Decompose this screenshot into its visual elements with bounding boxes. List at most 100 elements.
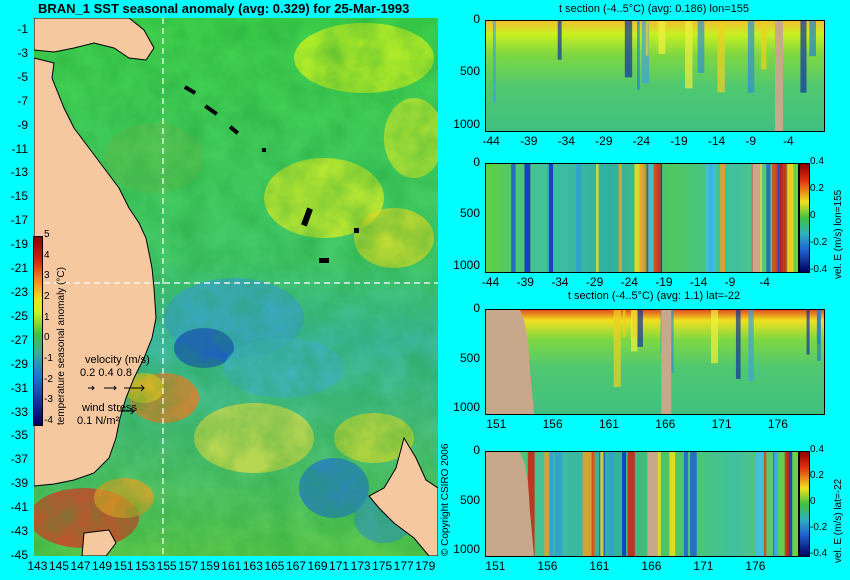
velocity-colorbar-tick: 0.2 [810, 470, 824, 481]
section-x-tick: -34 [551, 275, 569, 289]
map-svg [34, 18, 438, 556]
map-x-tick: 161 [221, 559, 242, 573]
map-x-tick: 149 [92, 559, 113, 573]
section-panel-field [492, 21, 816, 131]
pacific-islands [183, 85, 359, 263]
map-x-tick: 157 [178, 559, 199, 573]
section-panel-plot [485, 451, 799, 557]
map-y-tick: -35 [10, 428, 28, 443]
map-x-tick: 153 [135, 559, 156, 573]
section-y-tick: 0 [473, 155, 480, 169]
velocity-colorbar-tick: 0.2 [810, 183, 824, 194]
map-y-tick: -1 [17, 21, 28, 36]
map-x-tick: 177 [393, 559, 414, 573]
map-y-tick: -39 [10, 476, 28, 491]
section-panel-plot [485, 309, 825, 415]
velocity-side-label: vel. E (m/s) lon=155 [833, 189, 844, 279]
map-x-tick: 147 [70, 559, 91, 573]
section-x-tick: -4 [782, 134, 794, 148]
map-colorbar-ticks: 5 4 3 2 1 0 -1 -2 -3 -4 [44, 229, 64, 426]
section-x-tick: 161 [598, 417, 619, 431]
section-y-tick: 1000 [453, 257, 480, 272]
velocity-colorbar-tick: 0.4 [810, 444, 824, 455]
velocity-label: velocity (m/s) [85, 354, 150, 366]
map-y-tick: -5 [17, 69, 28, 84]
section-x-tick: -19 [670, 134, 688, 148]
map-colorbar-tick: 0 [44, 332, 50, 344]
section-y-tick: 500 [459, 64, 480, 79]
velocity-colorbar-tick: 0 [810, 496, 816, 507]
map-colorbar-tick: -3 [44, 394, 53, 406]
section-x-tick: -44 [481, 275, 500, 289]
map-y-tick: -9 [17, 117, 28, 132]
section-x-tick: -4 [759, 275, 770, 289]
velocity-arrows-icon [86, 380, 146, 398]
map-colorbar-tick: 4 [44, 249, 50, 261]
map-x-tick: 151 [113, 559, 134, 573]
map-x-tick: 159 [199, 559, 220, 573]
map-colorbar-tick: -1 [44, 353, 53, 364]
map-y-tick: -29 [10, 356, 28, 371]
map-y-tick: -25 [10, 308, 28, 323]
map-colorbar-label: temperature seasonal anomaly (°C) [56, 267, 67, 425]
map-x-tick: 173 [350, 559, 371, 573]
velocity-colorbar-tick: 0.4 [810, 156, 824, 167]
velocity-colorbar [799, 163, 810, 273]
velocity-colorbar-tick: -0.4 [810, 264, 828, 275]
map-y-tick: -41 [10, 500, 28, 515]
map-colorbar [33, 236, 43, 426]
section-land-mask [486, 452, 534, 556]
wind-arrow-icon [118, 403, 138, 421]
map-colorbar-tick: -2 [44, 373, 53, 385]
velocity-side-label: vel. E (m/s) lat=-22 [833, 478, 844, 563]
section-x-tick: 156 [542, 417, 563, 431]
velocity-colorbar [799, 451, 810, 557]
section-panel-field [486, 310, 821, 414]
velocity-colorbar-tick: 0 [810, 210, 816, 221]
map-y-tick: -27 [10, 332, 28, 347]
wind-stress-scale: 0.1 N/m² [77, 415, 120, 427]
section-land-mask [486, 310, 534, 414]
map-y-tick: -37 [10, 452, 28, 467]
section-y-tick: 0 [473, 301, 480, 315]
section-x-tick: 176 [745, 559, 766, 573]
section-x-tick: 151 [486, 417, 507, 431]
section-y-tick: 1000 [453, 400, 480, 415]
map-title: BRAN_1 SST seasonal anomaly (avg: 0.329)… [38, 1, 410, 16]
section-panel-field [486, 452, 793, 556]
section-x-tick: 171 [711, 417, 732, 431]
map-y-tick: -45 [10, 548, 28, 562]
section-land-mask [752, 164, 761, 272]
section-x-tick: -9 [724, 275, 736, 289]
map-y-tick: -17 [10, 213, 28, 228]
section-x-tick: 161 [589, 559, 610, 573]
map-x-tick: 143 [27, 559, 48, 573]
map-x-tick: 165 [264, 559, 285, 573]
map-x-tick: 179 [415, 559, 436, 573]
section-x-tick: -14 [707, 134, 726, 148]
tasmania-landmass [81, 529, 117, 556]
sst-anomaly-map [34, 18, 438, 556]
australia-landmass [34, 57, 157, 487]
section-x-tick: -19 [655, 275, 673, 289]
section-panel-title: t section (-4..5°C) (avg: 0.186) lon=155 [559, 3, 749, 15]
map-y-tick: -11 [11, 141, 28, 156]
section-y-tick: 0 [473, 443, 480, 457]
section-x-tick: -44 [482, 134, 500, 148]
velocity-colorbar-tick: -0.4 [810, 548, 828, 559]
map-y-tick: -21 [10, 261, 28, 276]
section-panel-title: t section (-4..5°C) (avg: 1.1) lat=-22 [567, 290, 741, 302]
section-x-tick: -29 [585, 275, 604, 289]
section-x-tick: 151 [485, 559, 506, 573]
copyright-text: © Copyright CSIRO 2006 [440, 443, 451, 556]
map-x-tick: 171 [329, 559, 350, 573]
velocity-scale: 0.2 0.4 0.8 [80, 367, 132, 379]
map-y-tick: -23 [10, 284, 28, 299]
section-y-tick: 0 [473, 12, 480, 26]
section-x-tick: 166 [655, 417, 676, 431]
section-land-mask [774, 21, 783, 131]
velocity-colorbar-tick: -0.2 [810, 237, 828, 248]
section-y-tick: 500 [459, 350, 480, 365]
map-y-tick: -3 [17, 45, 28, 60]
map-y-tick: -13 [10, 165, 28, 180]
